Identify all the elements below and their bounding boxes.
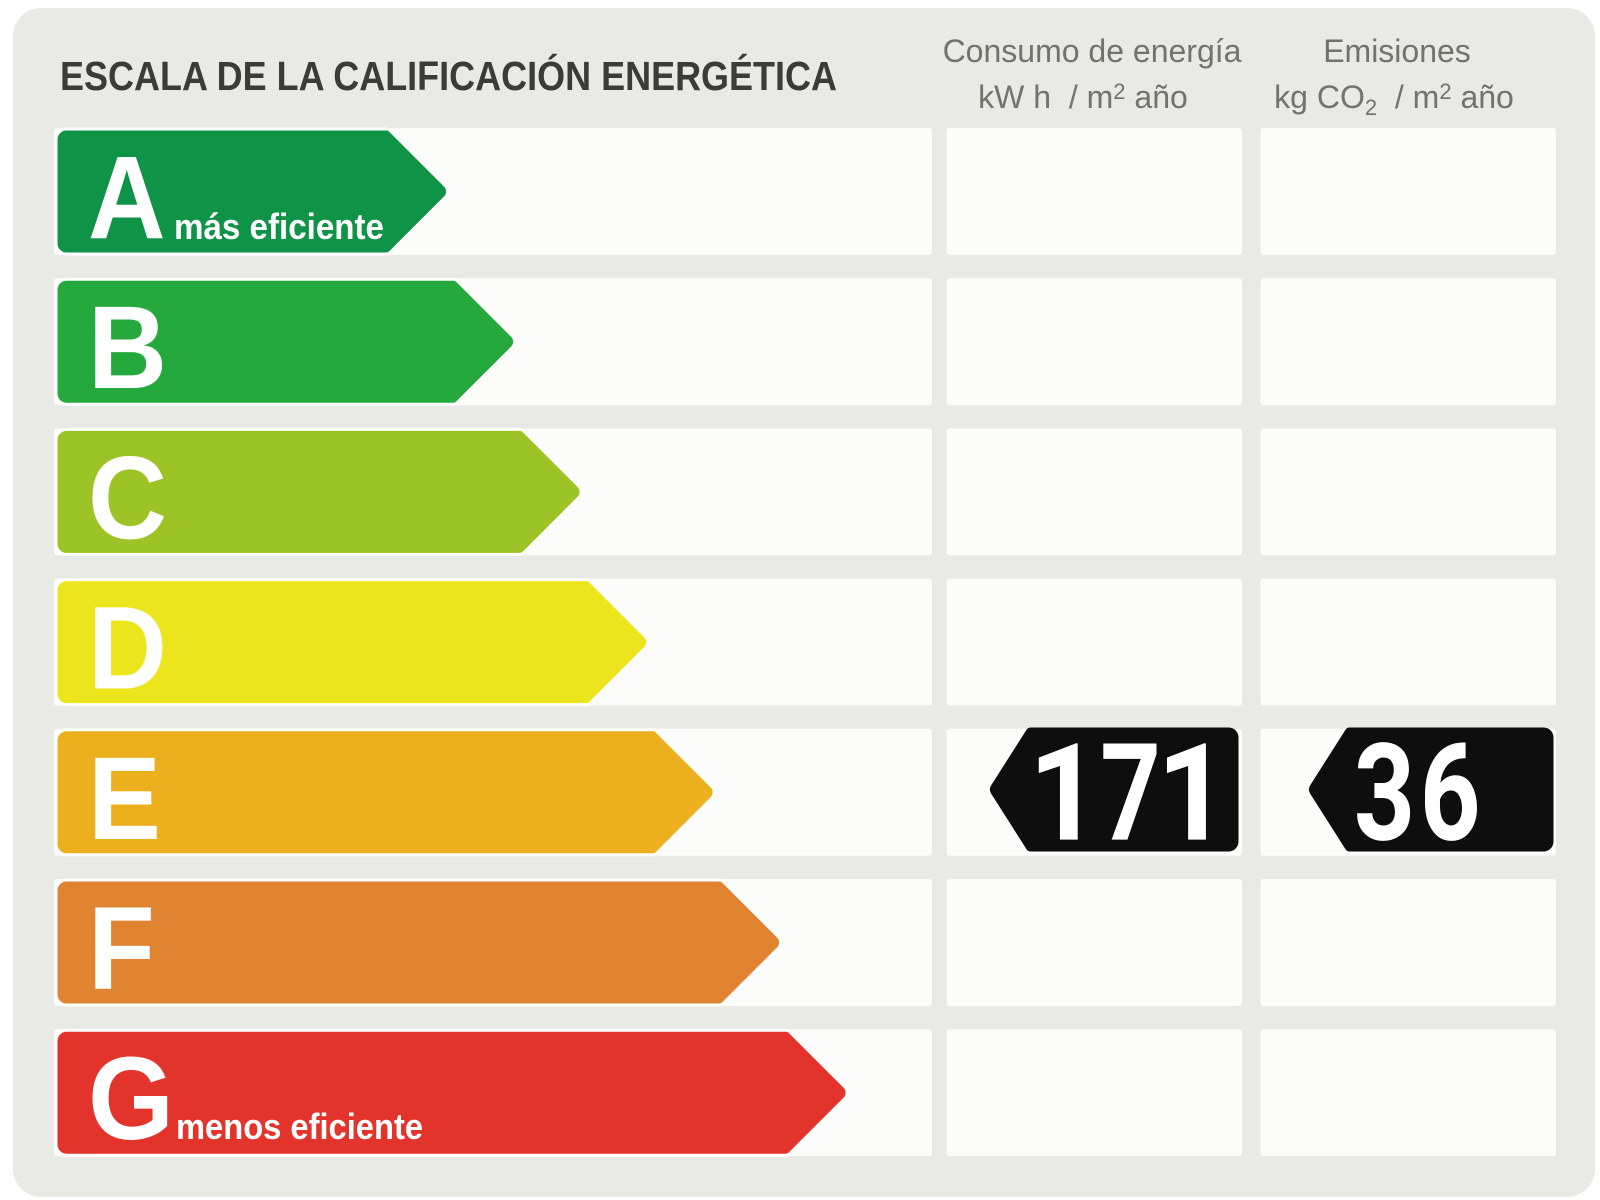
svg-text:D: D (88, 583, 167, 715)
svg-text:menos eficiente: menos eficiente (176, 1106, 423, 1147)
svg-text:F: F (88, 883, 155, 1015)
svg-text:G: G (88, 1033, 174, 1165)
svg-text:Emisiones: Emisiones (1323, 33, 1471, 69)
svg-text:kg CO2 / m2 año: kg CO2 / m2 año (1274, 79, 1514, 120)
svg-text:más eficiente: más eficiente (174, 206, 384, 247)
svg-text:Consumo de energía: Consumo de energía (943, 33, 1242, 69)
svg-text:kW h / m2 año: kW h / m2 año (978, 79, 1188, 115)
svg-text:C: C (88, 432, 167, 564)
svg-text:ESCALA DE LA CALIFICACIÓN ENER: ESCALA DE LA CALIFICACIÓN ENERGÉTICA (60, 53, 837, 99)
svg-text:B: B (88, 282, 167, 414)
svg-text:E: E (88, 733, 161, 865)
svg-text:A: A (88, 132, 166, 264)
